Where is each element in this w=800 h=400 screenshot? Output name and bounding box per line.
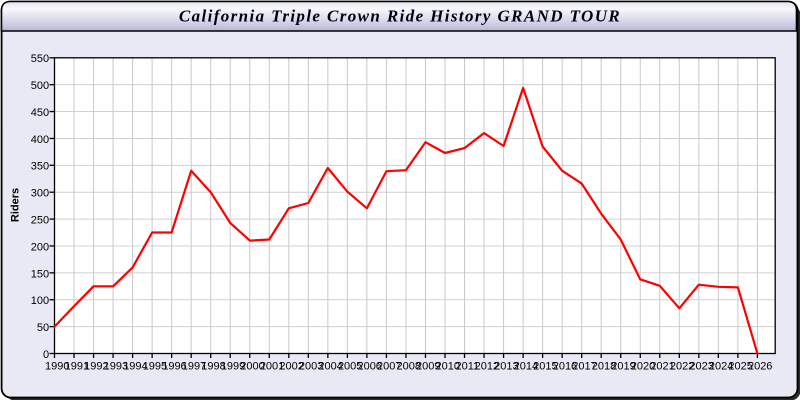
svg-text:2016: 2016: [553, 361, 577, 373]
svg-text:1995: 1995: [143, 361, 167, 373]
svg-text:550: 550: [31, 53, 49, 65]
svg-text:2009: 2009: [416, 361, 440, 373]
svg-text:2020: 2020: [631, 361, 655, 373]
svg-text:2000: 2000: [240, 361, 264, 373]
svg-text:300: 300: [31, 188, 49, 200]
svg-text:450: 450: [31, 107, 49, 119]
svg-text:50: 50: [37, 322, 49, 334]
svg-text:1999: 1999: [221, 361, 245, 373]
svg-text:500: 500: [31, 80, 49, 92]
svg-text:400: 400: [31, 134, 49, 146]
svg-text:2014: 2014: [514, 361, 538, 373]
svg-text:2025: 2025: [728, 361, 752, 373]
svg-text:2004: 2004: [318, 361, 342, 373]
svg-text:150: 150: [31, 268, 49, 280]
svg-text:100: 100: [31, 295, 49, 307]
svg-text:2005: 2005: [338, 361, 362, 373]
svg-text:2021: 2021: [650, 361, 674, 373]
svg-text:2011: 2011: [455, 361, 479, 373]
svg-text:2002: 2002: [279, 361, 303, 373]
svg-text:2008: 2008: [397, 361, 421, 373]
svg-text:2006: 2006: [357, 361, 381, 373]
svg-text:1994: 1994: [123, 361, 147, 373]
svg-text:1991: 1991: [65, 361, 89, 373]
svg-text:2015: 2015: [533, 361, 557, 373]
svg-text:2026: 2026: [748, 361, 772, 373]
svg-text:2013: 2013: [494, 361, 518, 373]
svg-text:0: 0: [43, 349, 49, 361]
svg-text:2007: 2007: [377, 361, 401, 373]
svg-text:250: 250: [31, 214, 49, 226]
svg-text:1992: 1992: [84, 361, 108, 373]
svg-text:2022: 2022: [670, 361, 694, 373]
svg-text:2019: 2019: [611, 361, 635, 373]
svg-text:1990: 1990: [45, 361, 69, 373]
svg-text:2018: 2018: [592, 361, 616, 373]
svg-text:1998: 1998: [201, 361, 225, 373]
svg-text:1993: 1993: [104, 361, 128, 373]
svg-text:2017: 2017: [572, 361, 596, 373]
svg-text:2001: 2001: [260, 361, 284, 373]
svg-text:Riders: Riders: [10, 188, 22, 222]
svg-text:2012: 2012: [475, 361, 499, 373]
svg-text:1997: 1997: [182, 361, 206, 373]
svg-text:2010: 2010: [436, 361, 460, 373]
svg-text:200: 200: [31, 241, 49, 253]
svg-text:2024: 2024: [709, 361, 733, 373]
svg-text:1996: 1996: [162, 361, 186, 373]
svg-text:350: 350: [31, 161, 49, 173]
svg-text:California Triple Crown Ride H: California Triple Crown Ride History GRA…: [179, 7, 621, 26]
svg-text:2003: 2003: [299, 361, 323, 373]
svg-text:2023: 2023: [689, 361, 713, 373]
